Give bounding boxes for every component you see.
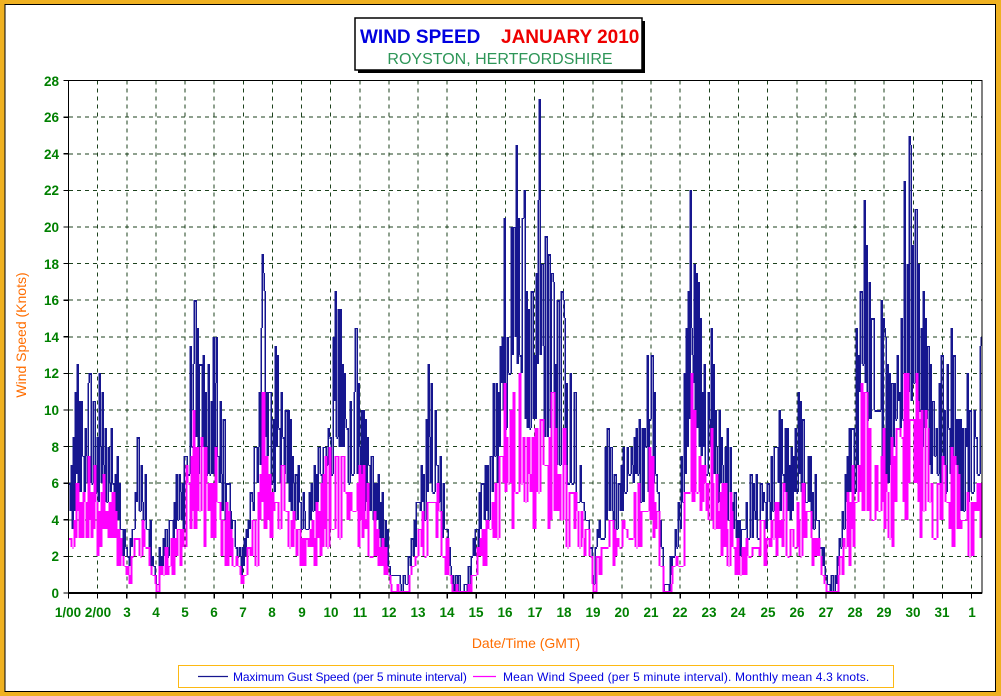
- svg-text:Maximum Gust Speed (per 5 minu: Maximum Gust Speed (per 5 minute interva…: [233, 670, 467, 684]
- svg-text:1/00: 1/00: [55, 605, 81, 620]
- svg-text:20: 20: [614, 605, 629, 620]
- svg-text:26: 26: [789, 605, 805, 620]
- svg-text:18: 18: [556, 605, 572, 620]
- svg-text:16: 16: [44, 293, 60, 308]
- svg-text:Date/Time (GMT): Date/Time (GMT): [472, 635, 580, 651]
- svg-text:18: 18: [44, 257, 60, 272]
- svg-text:11: 11: [353, 605, 368, 620]
- svg-text:17: 17: [527, 605, 542, 620]
- svg-text:1: 1: [968, 605, 976, 620]
- svg-text:26: 26: [44, 110, 60, 125]
- svg-text:22: 22: [672, 605, 687, 620]
- svg-text:28: 28: [44, 74, 60, 89]
- svg-text:20: 20: [44, 220, 59, 235]
- svg-text:24: 24: [44, 147, 60, 162]
- svg-text:2/00: 2/00: [85, 605, 111, 620]
- svg-text:25: 25: [760, 605, 776, 620]
- svg-text:7: 7: [239, 605, 247, 620]
- svg-text:12: 12: [44, 366, 59, 381]
- svg-text:8: 8: [51, 440, 59, 455]
- svg-text:14: 14: [44, 330, 60, 345]
- svg-text:14: 14: [439, 605, 455, 620]
- svg-text:0: 0: [51, 586, 59, 601]
- svg-text:Mean Wind Speed (per 5 minute: Mean Wind Speed (per 5 minute interval).…: [503, 670, 869, 684]
- svg-text:9: 9: [298, 605, 306, 620]
- svg-text:22: 22: [44, 183, 59, 198]
- svg-text:16: 16: [497, 605, 513, 620]
- svg-text:28: 28: [847, 605, 863, 620]
- svg-text:5: 5: [181, 605, 189, 620]
- svg-text:3: 3: [123, 605, 131, 620]
- svg-text:29: 29: [876, 605, 891, 620]
- svg-text:6: 6: [51, 476, 59, 491]
- svg-text:4: 4: [152, 605, 160, 620]
- svg-text:6: 6: [210, 605, 218, 620]
- svg-text:21: 21: [643, 605, 659, 620]
- svg-text:24: 24: [730, 605, 746, 620]
- svg-text:4: 4: [51, 513, 59, 528]
- svg-text:30: 30: [905, 605, 920, 620]
- svg-text:19: 19: [585, 605, 600, 620]
- svg-text:ROYSTON, HERTFORDSHIRE: ROYSTON, HERTFORDSHIRE: [387, 51, 612, 68]
- svg-text:2: 2: [51, 549, 59, 564]
- svg-text:15: 15: [468, 605, 484, 620]
- svg-text:27: 27: [818, 605, 833, 620]
- svg-text:31: 31: [934, 605, 950, 620]
- svg-text:13: 13: [410, 605, 426, 620]
- svg-text:12: 12: [381, 605, 396, 620]
- svg-text:Wind Speed (Knots): Wind Speed (Knots): [13, 272, 29, 397]
- svg-text:10: 10: [44, 403, 59, 418]
- svg-text:23: 23: [701, 605, 717, 620]
- svg-text:8: 8: [268, 605, 276, 620]
- svg-text:10: 10: [323, 605, 338, 620]
